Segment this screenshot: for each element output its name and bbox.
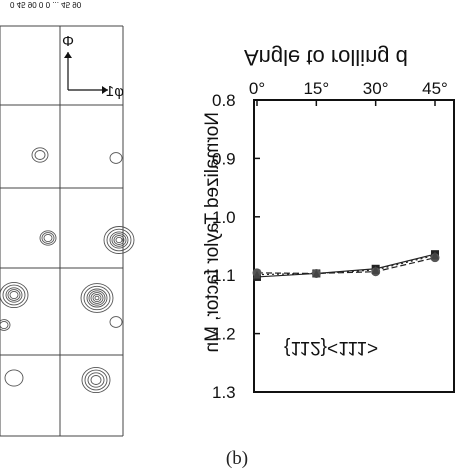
series-lines [256, 253, 436, 278]
x-tick-group: 0° 15° 30° 45° [249, 79, 448, 106]
odf-contour-ring [113, 235, 125, 245]
odf-contour-ring [39, 230, 57, 246]
y-tick-label: 1.3 [212, 383, 236, 402]
odf-contour-ring [41, 232, 55, 244]
odf-contour-ring [84, 369, 108, 391]
odf-contour-ring [94, 295, 100, 301]
odf-contour-ring [31, 147, 49, 163]
texture-annotation: {112}<111> [284, 337, 378, 358]
odf-contour-ring [92, 293, 102, 303]
odf-contour-ring [0, 319, 11, 331]
odf-grid-lines [0, 25, 124, 437]
series-line [256, 257, 436, 275]
plot-frame [253, 99, 455, 393]
odf-contour-ring [103, 226, 135, 254]
odf-contour-ring [80, 283, 114, 313]
odf-contour-ring [88, 290, 106, 306]
odf-section-grid: 0 45 90 0 0 ... 45 90 Φφ1 [0, 0, 135, 437]
odf-contour-ring [109, 152, 123, 164]
odf-contour-ring [90, 292, 104, 304]
series-markers [252, 250, 440, 281]
phi-axis-label: Φ [62, 33, 74, 50]
x-tick-label: 45° [422, 79, 448, 98]
panel-label: (b) [225, 448, 249, 469]
odf-contour-ring [7, 289, 21, 301]
y-tick-label: 1.2 [212, 325, 236, 344]
x-axis-label: Angle to rolling d [244, 45, 408, 70]
arrow-head-icon [102, 86, 108, 94]
odf-contour-ring [109, 231, 129, 249]
triangle-marker [371, 265, 380, 274]
y-tick-label: 0.8 [212, 91, 236, 110]
odf-contour-ring [106, 228, 132, 252]
y-axis-label: Normalized Taylor factor, Mn [202, 112, 223, 352]
odf-contour-ring [0, 320, 9, 330]
triangle-marker [312, 269, 321, 278]
odf-contour-ring [90, 375, 102, 385]
y-tick-label: 0.9 [212, 149, 236, 168]
series-line [256, 254, 436, 276]
odf-contour-plots [0, 147, 135, 394]
odf-contour-ring [34, 150, 46, 160]
x-tick-label: 30° [363, 79, 389, 98]
odf-contour-ring [81, 366, 111, 394]
odf-header-labels: 0 45 90 0 0 ... 45 90 [10, 0, 82, 9]
phi1-axis-label: φ1 [106, 83, 124, 100]
odf-contour-ring [83, 285, 111, 311]
odf-contour-ring [2, 284, 26, 306]
y-tick-label: 1.0 [212, 208, 236, 227]
odf-contour-ring [109, 316, 123, 328]
arrow-head-icon [64, 52, 72, 58]
odf-contour-ring [86, 288, 108, 308]
euler-axes-key: Φφ1 [62, 33, 124, 100]
odf-contour-ring [43, 233, 53, 243]
odf-contour-ring [0, 281, 29, 309]
x-tick-label: 15° [303, 79, 329, 98]
odf-contour-ring [115, 236, 123, 244]
odf-contour-ring [87, 372, 105, 388]
triangle-marker [253, 270, 261, 279]
series-line [256, 253, 436, 278]
y-tick-group: 0.8 0.9 1.0 1.1 1.2 1.3 [212, 91, 260, 402]
triangle-marker [431, 251, 439, 260]
odf-contour-ring [9, 290, 19, 300]
odf-contour-ring [5, 287, 23, 303]
odf-contour-ring [111, 233, 127, 247]
x-tick-label: 0° [249, 79, 265, 98]
odf-contour-ring [4, 369, 24, 387]
y-tick-label: 1.1 [212, 266, 236, 285]
taylor-factor-chart: 0.8 0.9 1.0 1.1 1.2 1.3 0° 15° 30° 45° Angle to … [202, 45, 455, 402]
